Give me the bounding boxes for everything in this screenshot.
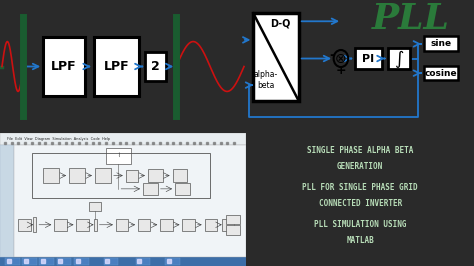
FancyBboxPatch shape	[94, 219, 97, 231]
FancyBboxPatch shape	[0, 257, 246, 266]
FancyBboxPatch shape	[39, 258, 54, 265]
FancyBboxPatch shape	[0, 133, 246, 145]
FancyBboxPatch shape	[95, 168, 111, 183]
FancyBboxPatch shape	[54, 219, 66, 231]
FancyBboxPatch shape	[138, 219, 150, 231]
FancyBboxPatch shape	[253, 13, 299, 101]
FancyBboxPatch shape	[355, 48, 382, 69]
FancyBboxPatch shape	[76, 219, 89, 231]
Text: ⊗: ⊗	[335, 52, 346, 65]
FancyBboxPatch shape	[160, 219, 173, 231]
FancyBboxPatch shape	[148, 169, 163, 182]
FancyBboxPatch shape	[136, 258, 150, 265]
FancyBboxPatch shape	[33, 218, 36, 232]
Text: PI: PI	[362, 53, 374, 64]
FancyBboxPatch shape	[57, 258, 72, 265]
Text: File  Edit  View  Diagram  Simulation  Analysis  Code  Help: File Edit View Diagram Simulation Analys…	[8, 137, 110, 141]
FancyBboxPatch shape	[43, 168, 59, 183]
FancyBboxPatch shape	[424, 36, 458, 51]
FancyBboxPatch shape	[74, 258, 89, 265]
Text: SINGLE PHASE ALPHA BETA: SINGLE PHASE ALPHA BETA	[307, 146, 413, 155]
FancyBboxPatch shape	[226, 225, 240, 235]
FancyBboxPatch shape	[0, 145, 14, 257]
Text: CONNECTED INVERTER: CONNECTED INVERTER	[319, 199, 402, 208]
FancyBboxPatch shape	[173, 169, 187, 182]
Text: 2: 2	[151, 60, 160, 73]
Text: D-Q: D-Q	[271, 19, 291, 29]
FancyBboxPatch shape	[182, 219, 195, 231]
Text: ⌇: ⌇	[117, 153, 119, 158]
FancyBboxPatch shape	[14, 145, 246, 257]
FancyBboxPatch shape	[43, 36, 85, 97]
Text: +: +	[336, 64, 346, 77]
FancyBboxPatch shape	[106, 148, 131, 164]
FancyBboxPatch shape	[226, 215, 240, 224]
Text: -: -	[329, 48, 336, 62]
Text: ∫: ∫	[394, 49, 403, 68]
FancyBboxPatch shape	[94, 36, 139, 97]
FancyBboxPatch shape	[424, 66, 458, 80]
Text: cosine: cosine	[425, 69, 457, 78]
FancyBboxPatch shape	[146, 52, 166, 81]
Text: LPF: LPF	[51, 60, 77, 73]
FancyBboxPatch shape	[116, 219, 128, 231]
FancyBboxPatch shape	[205, 219, 217, 231]
FancyBboxPatch shape	[89, 202, 101, 211]
FancyBboxPatch shape	[69, 168, 85, 183]
FancyBboxPatch shape	[175, 183, 190, 195]
Text: PLL: PLL	[371, 2, 449, 36]
FancyBboxPatch shape	[388, 48, 410, 69]
Text: PLL FOR SINGLE PHASE GRID: PLL FOR SINGLE PHASE GRID	[302, 183, 418, 192]
Text: LPF: LPF	[103, 60, 129, 73]
FancyBboxPatch shape	[5, 258, 20, 265]
FancyBboxPatch shape	[222, 219, 234, 231]
FancyBboxPatch shape	[103, 258, 118, 265]
Text: GENERATION: GENERATION	[337, 162, 383, 171]
Text: MATLAB: MATLAB	[346, 236, 374, 245]
FancyBboxPatch shape	[126, 170, 138, 182]
FancyBboxPatch shape	[22, 258, 37, 265]
FancyBboxPatch shape	[165, 258, 180, 265]
Text: PLL SIMULATION USING: PLL SIMULATION USING	[314, 220, 407, 229]
FancyBboxPatch shape	[143, 183, 158, 195]
Text: alpha-
beta: alpha- beta	[254, 70, 278, 89]
FancyBboxPatch shape	[18, 219, 31, 231]
Text: sine: sine	[430, 39, 452, 48]
